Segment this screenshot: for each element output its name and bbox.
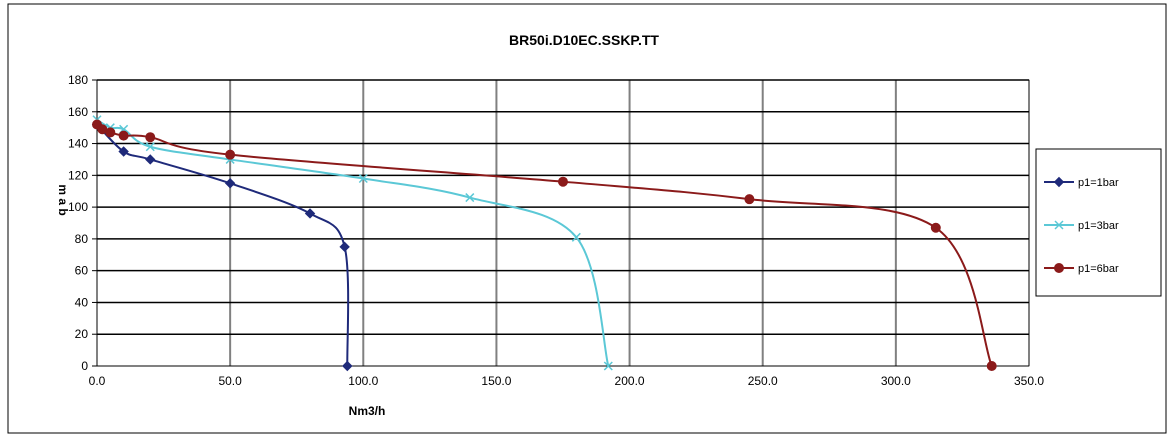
data-point-2 <box>603 361 613 371</box>
data-point-3 <box>558 176 568 187</box>
y-tick-label: 120 <box>68 168 88 182</box>
x-tick-label: 50.0 <box>218 374 242 388</box>
x-axis-label: Nm3/h <box>349 404 386 418</box>
plot-area: 0.0 50.0 100.0 150.0 200.0 250.0 300.0 350.0 0 20… <box>68 73 1044 388</box>
data-point-1 <box>118 146 129 157</box>
data-point-3 <box>118 130 129 141</box>
data-point-3 <box>225 149 236 160</box>
legend-marker <box>1054 220 1064 230</box>
chart-title: BR50i.D10EC.SSKP.TT <box>509 32 659 48</box>
plot-background <box>96 79 1030 367</box>
x-tick-label: 350.0 <box>1014 374 1044 388</box>
y-tick-label: 20 <box>75 327 89 341</box>
data-point-3 <box>986 361 997 371</box>
data-point-3 <box>930 222 941 233</box>
data-point-3 <box>744 194 755 205</box>
legend-label: p1=1bar <box>1078 177 1119 189</box>
x-tick-label: 150.0 <box>481 374 511 388</box>
x-tick-label: 0.0 <box>89 374 106 388</box>
data-point-1 <box>304 208 316 219</box>
data-point-2 <box>465 193 475 203</box>
legend-label: p1=3bar <box>1078 220 1119 232</box>
data-point-3 <box>105 127 116 138</box>
data-point-1 <box>342 360 353 372</box>
legend-label: p1=6bar <box>1078 263 1119 275</box>
data-point-1 <box>145 154 156 165</box>
x-tick-label: 100.0 <box>348 374 378 388</box>
y-tick-label: 60 <box>75 264 89 278</box>
y-tick-label: 140 <box>68 137 88 151</box>
data-point-2 <box>571 232 581 242</box>
legend-item: p1=3bar <box>1044 220 1119 232</box>
x-tick-label: 200.0 <box>615 374 645 388</box>
data-point-1 <box>339 241 350 253</box>
y-tick-label: 160 <box>68 105 88 119</box>
y-tick-label: 180 <box>68 73 88 87</box>
data-point-1 <box>224 178 236 189</box>
legend: p1=1bar p1=3bar p1=6bar <box>1035 148 1162 297</box>
data-point-2 <box>358 173 368 184</box>
y-tick-label: 100 <box>68 200 88 214</box>
data-point-3 <box>145 132 156 143</box>
x-tick-label: 250.0 <box>748 374 778 388</box>
legend-item: p1=6bar <box>1044 263 1119 275</box>
y-axis-label: m a b <box>56 184 70 215</box>
legend-marker <box>1053 176 1065 188</box>
y-tick-label: 40 <box>75 295 89 309</box>
legend-marker <box>1054 263 1064 273</box>
legend-item: p1=1bar <box>1044 176 1119 189</box>
x-tick-label: 300.0 <box>881 374 911 388</box>
y-tick-label: 80 <box>75 232 89 246</box>
data-point-2 <box>145 142 155 152</box>
y-tick-label: 0 <box>81 359 88 373</box>
series-line-2 <box>96 118 610 367</box>
